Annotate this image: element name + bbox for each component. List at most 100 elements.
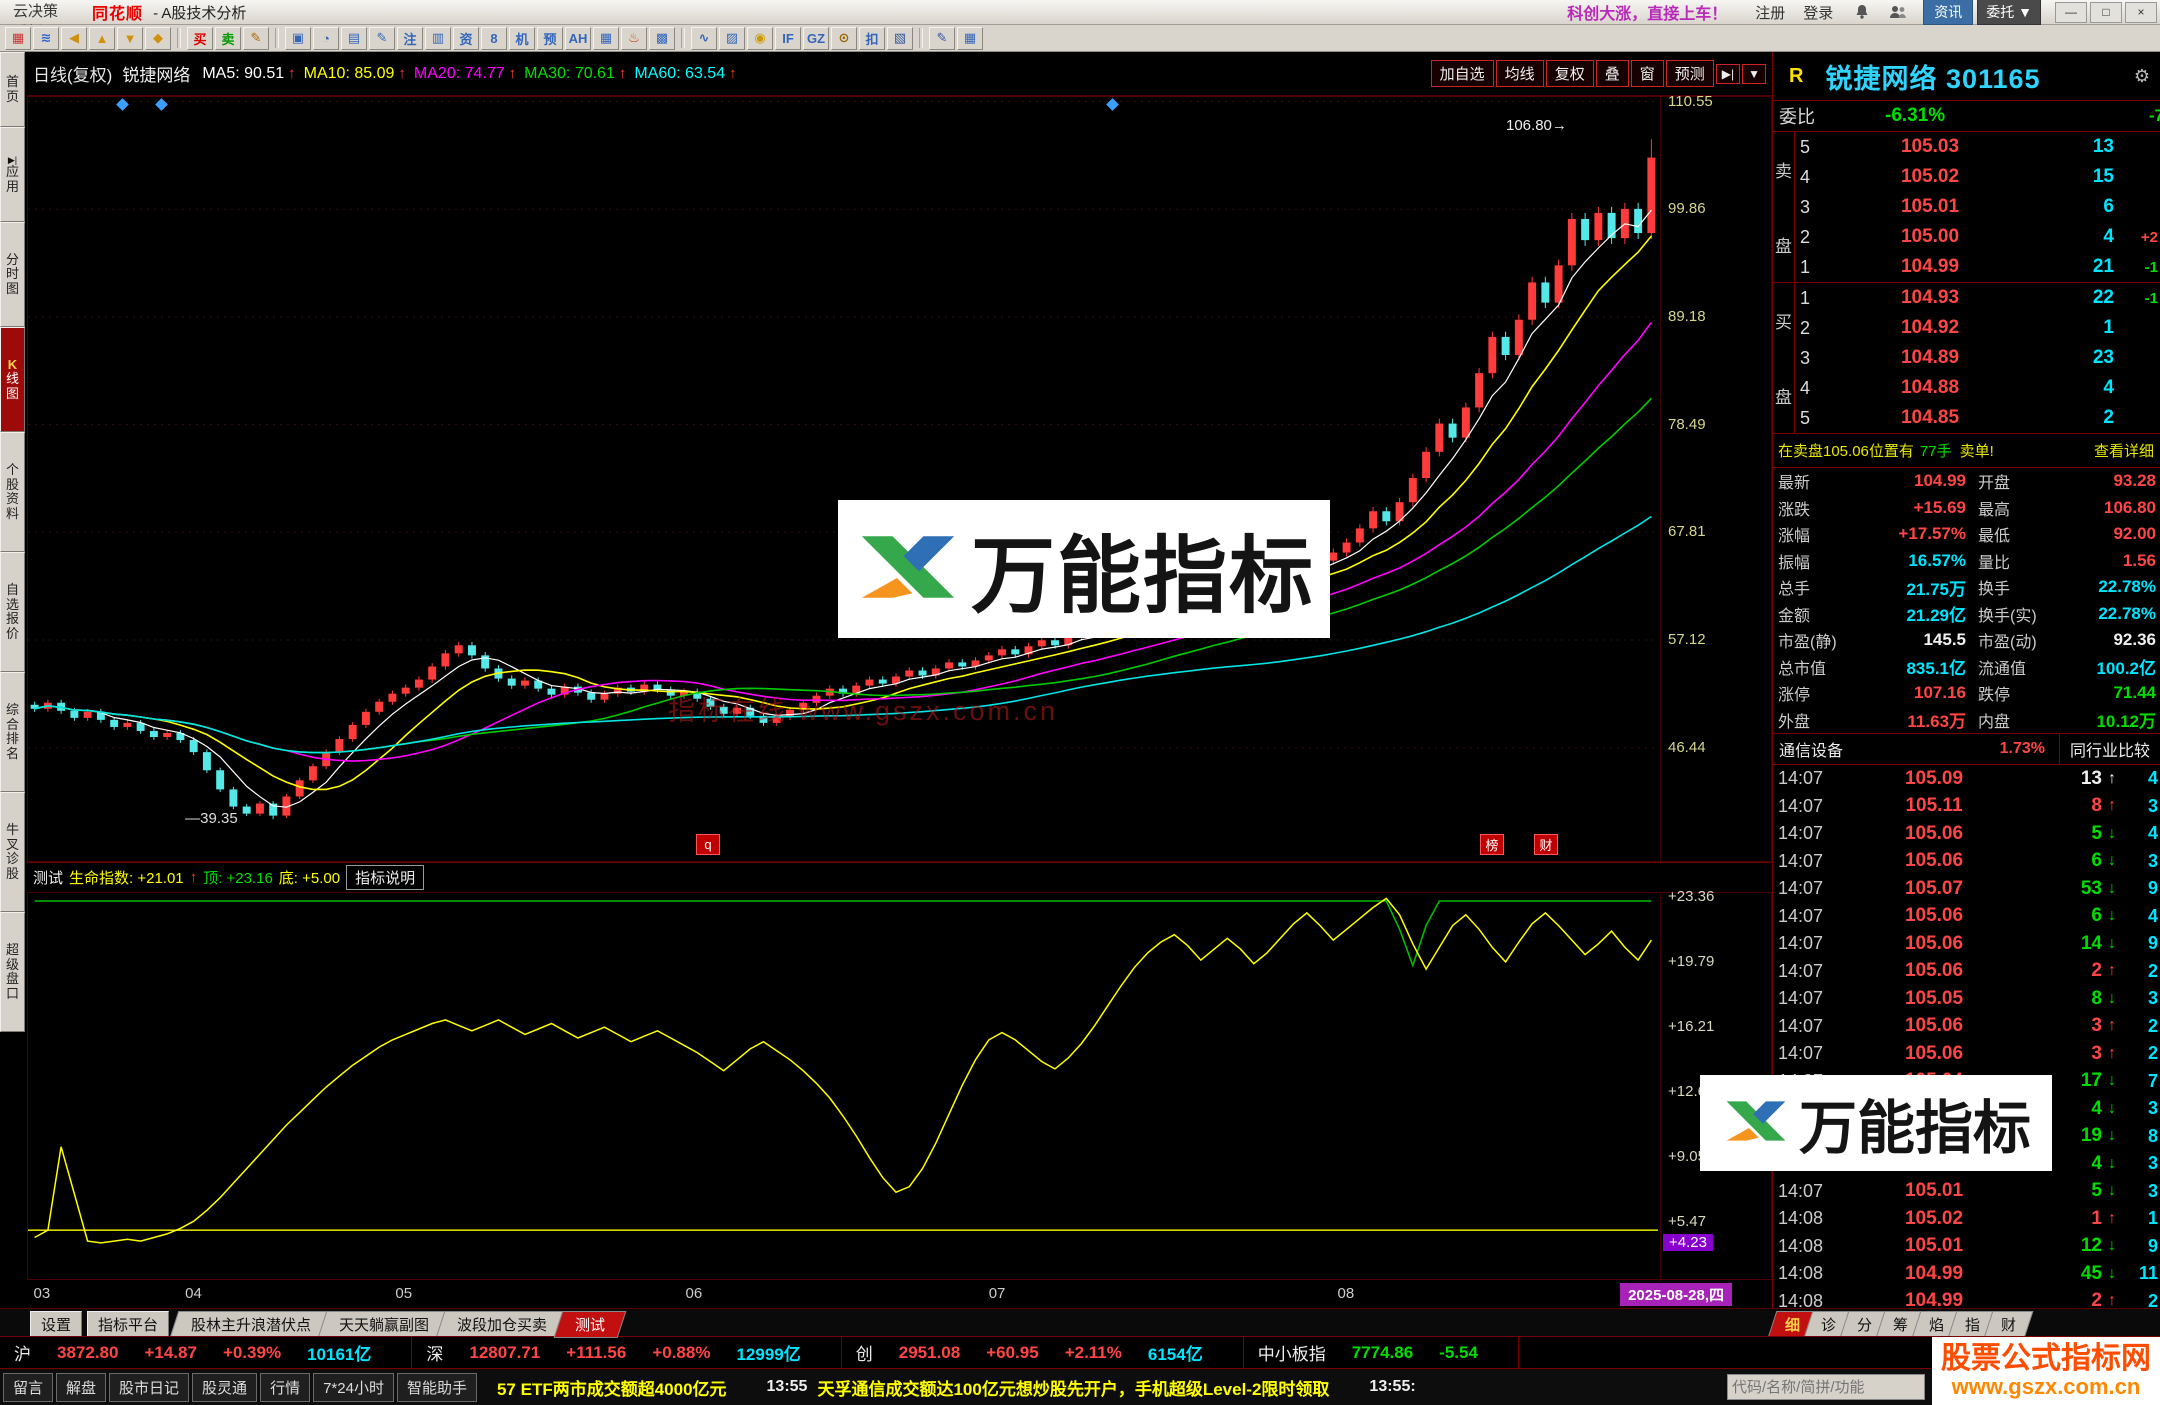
tab-天天躺赢副图[interactable]: 天天躺赢副图: [317, 1311, 451, 1338]
view-detail-link[interactable]: 查看详细: [2093, 443, 2154, 460]
chart-button-加自选[interactable]: 加自选: [1430, 60, 1494, 87]
menu-item-云决策[interactable]: 云决策: [13, 2, 59, 20]
toolbar-icon[interactable]: ✎: [929, 26, 955, 50]
toolbar-icon[interactable]: ▣: [285, 26, 311, 50]
tick-row[interactable]: 14:07 105.06 3 ↑ 2: [1773, 1013, 2160, 1041]
toolbar-icon[interactable]: IF: [775, 26, 801, 50]
news-item[interactable]: 天孚通信成交额达100亿元: [817, 1379, 1016, 1399]
tick-list[interactable]: 14:07 105.09 13 ↑ 4 14:07 105.11 8 ↑ 3 14:07 105.06…: [1773, 765, 2160, 1316]
chart-button-叠[interactable]: 叠: [1595, 60, 1629, 87]
industry-compare-link[interactable]: 同行业比较: [2058, 734, 2160, 764]
sidebar-item-首页[interactable]: 首页: [0, 52, 25, 127]
sidebar-item-综合排名[interactable]: 综合排名: [0, 672, 25, 792]
index-segment-深[interactable]: 深 12807.71 +111.56 +0.88% 12999亿: [412, 1337, 842, 1368]
toolbar-icon[interactable]: ◀: [61, 26, 87, 50]
trade-button[interactable]: 委托 ▼: [1977, 0, 2041, 25]
queue-row[interactable]: 3 104.89 23: [1794, 343, 2160, 373]
toolbar-icon[interactable]: 资: [453, 26, 479, 50]
bottom-button-股灵通[interactable]: 股灵通: [192, 1372, 258, 1402]
toolbar-icon[interactable]: ▼: [117, 26, 143, 50]
candlestick-chart[interactable]: 110.55 99.86 89.18 78.49 67.81 57.12 46.44 106…: [27, 93, 1772, 863]
queue-row[interactable]: 4 105.02 15: [1794, 162, 2160, 192]
sidebar-item-应用[interactable]: ▶| 应用: [0, 127, 25, 222]
tick-row[interactable]: 14:07 105.06 3 ↑ 2: [1773, 1040, 2160, 1068]
toolbar-icon[interactable]: 机: [509, 26, 535, 50]
chart-button-icon[interactable]: ▼: [1742, 63, 1766, 84]
toolbar-icon[interactable]: ▦: [957, 26, 983, 50]
chart-period-label[interactable]: 日线(复权): [33, 66, 113, 85]
toolbar-icon[interactable]: ▧: [887, 26, 913, 50]
marker-finance[interactable]: 财: [1534, 834, 1558, 855]
toolbar-icon[interactable]: GZ: [803, 26, 829, 50]
tick-row[interactable]: 14:07 105.01 5 ↓ 3: [1773, 1178, 2160, 1206]
toolbar-icon[interactable]: ◉: [747, 26, 773, 50]
indicator-name[interactable]: 测试: [33, 870, 64, 887]
toolbar-icon[interactable]: ▤: [341, 26, 367, 50]
restore-button[interactable]: □: [2090, 1, 2122, 23]
toolbar-icon[interactable]: 卖: [215, 26, 241, 50]
chart-button-窗[interactable]: 窗: [1630, 60, 1664, 87]
bottom-button-股市日记[interactable]: 股市日记: [109, 1372, 190, 1402]
chart-button-复权[interactable]: 复权: [1545, 60, 1594, 87]
toolbar-icon[interactable]: 扣: [859, 26, 885, 50]
login-link[interactable]: 登录: [1803, 4, 1834, 22]
sidebar-item-分时图[interactable]: 分时图: [0, 222, 25, 327]
tab-button-指标平台[interactable]: 指标平台: [87, 1311, 170, 1338]
index-segment-创[interactable]: 创 2951.08 +60.95 +2.11% 6154亿: [842, 1337, 1244, 1368]
register-link[interactable]: 注册: [1755, 4, 1786, 22]
queue-row[interactable]: 2 105.00 4 +2: [1794, 222, 2160, 252]
industry-name[interactable]: 通信设备: [1779, 743, 1844, 760]
news-item[interactable]: 想炒股先开户，手机超级Level-2限时领取: [1015, 1379, 1330, 1399]
chart-button-均线[interactable]: 均线: [1495, 60, 1544, 87]
promo-link[interactable]: 科创大涨，直接上车！: [1567, 6, 1728, 23]
marker-rank[interactable]: 榜: [1480, 834, 1504, 855]
toolbar-icon[interactable]: ∿: [691, 26, 717, 50]
tick-row[interactable]: 14:07 105.06 14 ↓ 9: [1773, 930, 2160, 958]
bell-icon[interactable]: [1851, 3, 1873, 21]
queue-row[interactable]: 3 105.01 6: [1794, 192, 2160, 222]
tick-row[interactable]: 14:07 105.07 53 ↓ 9: [1773, 875, 2160, 903]
tick-row[interactable]: 14:07 105.11 8 ↑ 3: [1773, 793, 2160, 821]
toolbar-icon[interactable]: ▦: [593, 26, 619, 50]
news-item[interactable]: 57 ETF两市成交额超4000亿元: [496, 1379, 727, 1399]
toolbar-icon[interactable]: ≋: [33, 26, 59, 50]
tick-row[interactable]: 14:07 105.05 8 ↓ 3: [1773, 985, 2160, 1013]
tab-股林主升浪潜伏点[interactable]: 股林主升浪潜伏点: [169, 1311, 333, 1338]
toolbar-icon[interactable]: ▨: [719, 26, 745, 50]
bottom-button-智能助手[interactable]: 智能助手: [396, 1372, 477, 1402]
toolbar-icon[interactable]: ◔: [313, 26, 339, 50]
sidebar-item-牛叉诊股[interactable]: 牛叉诊股: [0, 792, 25, 912]
people-icon[interactable]: [1887, 3, 1909, 21]
toolbar-icon[interactable]: 8: [481, 26, 507, 50]
chart-button-icon[interactable]: ▶|: [1715, 63, 1741, 84]
tick-row[interactable]: 14:07 105.06 6 ↓ 4: [1773, 903, 2160, 931]
bottom-button-解盘[interactable]: 解盘: [56, 1372, 107, 1402]
stock-code-input[interactable]: [1727, 1374, 1925, 1400]
toolbar-icon[interactable]: AH: [565, 26, 591, 50]
toolbar-icon[interactable]: ♨: [621, 26, 647, 50]
toolbar-icon[interactable]: ✎: [369, 26, 395, 50]
queue-row[interactable]: 5 105.03 13: [1794, 132, 2160, 162]
bottom-button-留言[interactable]: 留言: [3, 1372, 54, 1402]
queue-row[interactable]: 2 104.92 1: [1794, 313, 2160, 343]
bottom-button-7*24小时[interactable]: 7*24小时: [313, 1372, 394, 1402]
queue-row[interactable]: 5 104.85 2: [1794, 403, 2160, 433]
toolbar-icon[interactable]: ▥: [425, 26, 451, 50]
toolbar-icon[interactable]: 买: [187, 26, 213, 50]
tick-row[interactable]: 14:08 104.99 2 ↑ 2: [1773, 1288, 2160, 1316]
toolbar-icon[interactable]: ▲: [89, 26, 115, 50]
toolbar-icon[interactable]: ▦: [5, 26, 31, 50]
indicator-chart[interactable]: +4.23 +23.36 +19.79 +16.21 +12.63 +9.05 +5.47: [27, 888, 1772, 1281]
tick-row[interactable]: 14:07 105.06 6 ↓ 3: [1773, 848, 2160, 876]
indicator-info-button[interactable]: 指标说明: [346, 865, 425, 890]
chart-button-预测[interactable]: 预测: [1665, 60, 1714, 87]
tab-button-设置[interactable]: 设置: [30, 1311, 83, 1338]
sidebar-item-自选报价[interactable]: 自选报价: [0, 552, 25, 672]
gear-icon[interactable]: ⚙: [2133, 65, 2150, 86]
tick-row[interactable]: 14:08 104.99 45 ↓ 11: [1773, 1260, 2160, 1288]
tab-测试[interactable]: 测试: [553, 1311, 627, 1338]
tab-波段加仓买卖[interactable]: 波段加仓买卖: [435, 1311, 569, 1338]
tick-row[interactable]: 14:07 105.09 13 ↑ 4: [1773, 765, 2160, 793]
mini-tab-财[interactable]: 财: [1983, 1311, 2034, 1338]
